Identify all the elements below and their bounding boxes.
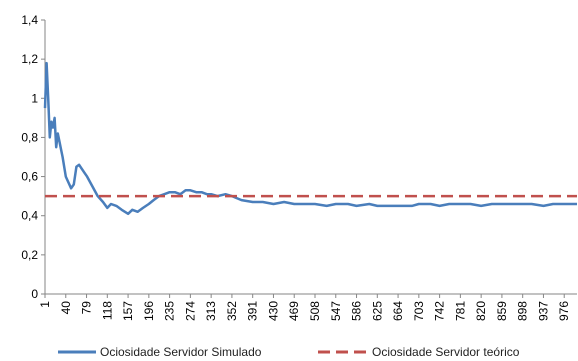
x-tick-label: 937	[536, 301, 550, 321]
y-axis: 0 0,2 0,4 0,6 0,8 1 1,2 1,4	[21, 13, 46, 301]
y-tick-label: 1,4	[21, 13, 38, 27]
y-tick-label: 0,2	[21, 248, 38, 262]
x-tick-label: 391	[246, 301, 260, 321]
legend: Ociosidade Servidor Simulado Ociosidade S…	[58, 345, 520, 359]
x-tick-label: 196	[142, 301, 156, 321]
x-tick-label: 859	[495, 301, 509, 321]
x-tick-label: 1	[38, 301, 52, 308]
legend-label-1: Ociosidade Servidor teórico	[372, 345, 520, 359]
x-tick-label: 313	[204, 301, 218, 321]
y-tick-label: 1,2	[21, 52, 38, 66]
x-tick-label: 664	[391, 301, 405, 321]
series-layer	[43, 61, 577, 216]
x-tick-label: 703	[412, 301, 426, 321]
x-tick-label: 430	[266, 301, 280, 321]
x-tick-label: 235	[163, 301, 177, 321]
x-tick-label: 118	[100, 301, 114, 320]
series-line-0	[43, 61, 577, 216]
x-tick-label: 40	[59, 301, 73, 315]
x-tick-label: 625	[370, 301, 384, 321]
legend-label-0: Ociosidade Servidor Simulado	[100, 345, 262, 359]
x-tick-label: 469	[287, 301, 301, 321]
x-tick-label: 274	[183, 301, 197, 321]
y-tick-label: 0	[31, 287, 38, 301]
x-tick-label: 547	[329, 301, 343, 321]
x-tick-label: 157	[121, 301, 135, 321]
x-tick-label: 976	[557, 301, 571, 321]
x-tick-label: 586	[350, 301, 364, 321]
x-tick-label: 79	[80, 301, 94, 315]
y-tick-label: 1	[31, 91, 38, 105]
x-tick-label: 820	[474, 301, 488, 321]
x-tick-label: 352	[225, 301, 239, 321]
y-tick-label: 0,6	[21, 170, 38, 184]
x-tick-label: 508	[308, 301, 322, 321]
y-tick-label: 0,4	[21, 209, 38, 223]
y-tick-label: 0,8	[21, 130, 38, 144]
x-tick-label: 898	[516, 301, 530, 321]
x-tick-label: 742	[433, 301, 447, 321]
x-axis: 1 40 79 118 157 196 235 274 313 352 391 430 469 508 54…	[38, 293, 577, 321]
x-tick-label: 781	[453, 301, 467, 321]
